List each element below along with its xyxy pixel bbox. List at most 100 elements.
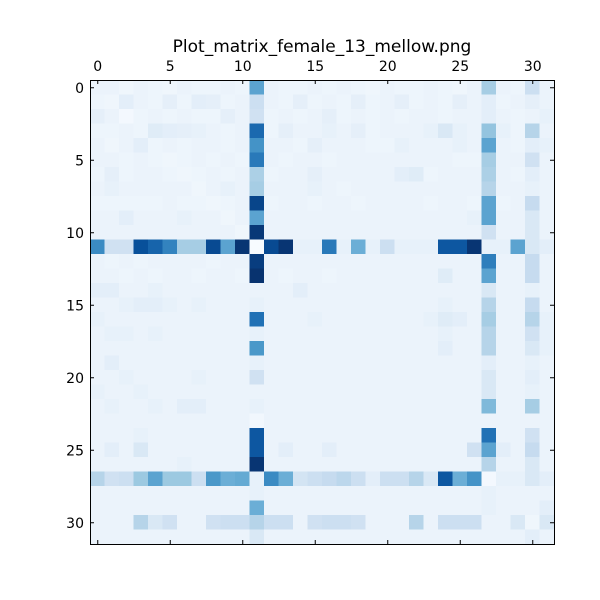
heatmap-cell <box>336 196 352 211</box>
heatmap-cell <box>539 283 555 298</box>
heatmap-cell <box>322 181 337 197</box>
heatmap-cell <box>191 500 207 516</box>
heatmap-cell <box>481 457 497 472</box>
heatmap-cell <box>104 210 120 226</box>
heatmap-cell <box>380 515 395 530</box>
heatmap-cell <box>467 413 482 429</box>
heatmap-cell <box>365 312 381 327</box>
heatmap-cell <box>409 80 424 95</box>
heatmap-cell <box>394 413 410 429</box>
heatmap-cell <box>380 355 395 371</box>
heatmap-cell <box>206 370 221 385</box>
heatmap-cell <box>220 370 236 385</box>
heatmap-cell <box>162 413 178 429</box>
heatmap-cell <box>409 312 424 327</box>
heatmap-cell <box>481 109 497 124</box>
heatmap-cell <box>177 138 192 153</box>
heatmap-cell <box>322 210 337 226</box>
heatmap-cell <box>148 109 163 124</box>
heatmap-cell <box>206 399 221 414</box>
heatmap-cell <box>293 254 308 269</box>
heatmap-cell <box>307 94 323 110</box>
heatmap-cell <box>423 152 439 168</box>
heatmap-cell <box>409 210 424 226</box>
heatmap-cell <box>423 109 439 124</box>
heatmap-cell <box>452 138 468 153</box>
heatmap-cell <box>206 210 221 226</box>
heatmap-cell <box>539 138 555 153</box>
heatmap-cell <box>438 312 453 327</box>
heatmap-cell <box>452 283 468 298</box>
heatmap-cell <box>394 254 410 269</box>
y-tick-labels: 0 5 10 15 20 25 30 <box>66 81 84 532</box>
heatmap-cell <box>452 486 468 501</box>
heatmap-cell <box>496 225 511 240</box>
heatmap-cell <box>394 239 410 255</box>
heatmap-cell <box>162 312 178 327</box>
heatmap-cell <box>177 486 192 501</box>
heatmap-cell <box>278 399 294 414</box>
heatmap-cell <box>423 196 439 211</box>
heatmap-cell <box>481 326 497 342</box>
heatmap-cell <box>293 515 308 530</box>
heatmap-cell <box>90 138 105 153</box>
heatmap-cell <box>307 312 323 327</box>
heatmap-cell <box>90 268 105 284</box>
heatmap-cell <box>394 384 410 400</box>
heatmap-cell <box>235 167 250 182</box>
heatmap-cell <box>307 370 323 385</box>
heatmap-cell <box>496 109 511 124</box>
heatmap-cell <box>177 370 192 385</box>
heatmap-cell <box>423 355 439 371</box>
heatmap-cell <box>322 225 337 240</box>
heatmap-cell <box>467 384 482 400</box>
heatmap-cell <box>162 384 178 400</box>
heatmap-cell <box>133 80 149 95</box>
heatmap-cell <box>220 471 236 487</box>
heatmap-cell <box>104 486 120 501</box>
heatmap-cell <box>162 196 178 211</box>
heatmap-cell <box>249 442 265 458</box>
heatmap-cell <box>293 326 308 342</box>
heatmap-cell <box>452 167 468 182</box>
heatmap-cell <box>133 312 149 327</box>
heatmap-cell <box>177 326 192 342</box>
heatmap-cell <box>409 370 424 385</box>
heatmap-cell <box>264 326 279 342</box>
heatmap-cell <box>336 471 352 487</box>
heatmap-cell <box>452 268 468 284</box>
heatmap-cell <box>191 254 207 269</box>
heatmap-cell <box>177 109 192 124</box>
heatmap-cell <box>365 326 381 342</box>
heatmap-cell <box>220 152 236 168</box>
heatmap-cell <box>278 167 294 182</box>
heatmap-cell <box>148 515 163 530</box>
heatmap-cell <box>293 471 308 487</box>
heatmap-cell <box>148 341 163 356</box>
heatmap-cell <box>525 399 540 414</box>
plot-frame <box>90 80 555 545</box>
heatmap-cell <box>235 268 250 284</box>
heatmap-cell <box>496 152 511 168</box>
heatmap-cell <box>133 457 149 472</box>
heatmap-cell <box>191 239 207 255</box>
heatmap-cell <box>307 471 323 487</box>
heatmap-cell <box>104 384 120 400</box>
heatmap-cell <box>90 442 105 458</box>
heatmap-cell <box>191 268 207 284</box>
heatmap-cell <box>409 384 424 400</box>
heatmap-cell <box>278 413 294 429</box>
heatmap-cell <box>322 326 337 342</box>
heatmap-cell <box>177 152 192 168</box>
heatmap-cell <box>191 94 207 110</box>
heatmap-cell <box>322 254 337 269</box>
heatmap-cell <box>539 239 555 255</box>
heatmap-cell <box>525 457 540 472</box>
heatmap-cell <box>133 167 149 182</box>
heatmap-cell <box>293 312 308 327</box>
heatmap-cell <box>119 94 134 110</box>
heatmap-cell <box>90 457 105 472</box>
heatmap-cell <box>467 94 482 110</box>
heatmap-cell <box>264 486 279 501</box>
heatmap-cell <box>481 312 497 327</box>
